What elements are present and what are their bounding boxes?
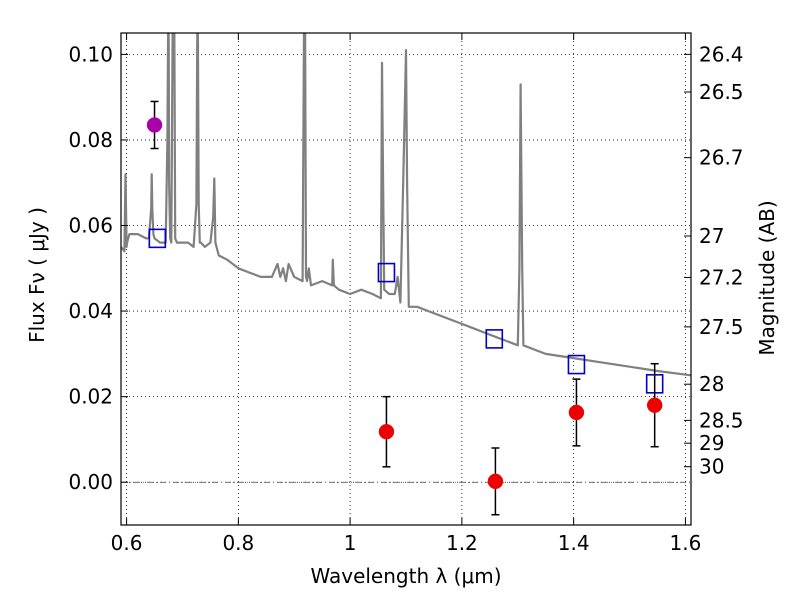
magnitude-tick-label: 28.5 (699, 408, 744, 432)
magnitude-tick-label: 30 (699, 455, 724, 479)
x-tick-label: 1.2 (446, 531, 478, 555)
magnitude-tick-label: 26.4 (699, 42, 744, 66)
x-tick-label: 0.6 (111, 531, 143, 555)
measured-ir-point (568, 404, 585, 421)
measured-f606w-point (146, 117, 163, 133)
synthetic-photometry-square (485, 329, 504, 349)
measured-ir-point (378, 423, 395, 440)
y-tick-label: 0.00 (68, 470, 113, 494)
synthetic-photometry-square (567, 354, 586, 375)
magnitude-tick-label: 27.5 (699, 315, 744, 339)
x-axis-label: Wavelength λ (μm) (310, 564, 501, 588)
axes-frame (120, 32, 692, 526)
x-tick-label: 0.8 (222, 531, 254, 555)
magnitude-tick-label: 26.7 (699, 146, 744, 170)
measured-ir-point (487, 473, 504, 490)
measured-ir-point (646, 397, 663, 413)
x-tick-label: 1.4 (558, 531, 590, 555)
magnitude-tick-label: 27.2 (699, 265, 744, 289)
y-tick-label: 0.10 (68, 42, 113, 66)
magnitude-tick-label: 26.5 (699, 80, 744, 104)
plot-frame (120, 32, 692, 526)
magnitude-axis-label: Magnitude (AB) (755, 200, 779, 355)
magnitude-tick-label: 27 (699, 224, 724, 248)
tick-labels: 0.6 0.8 1 1.2 1.4 1.6 0.00 0.02 0.04 0.06 0.08 0.10… (68, 42, 743, 555)
measured-points-layer (146, 117, 663, 490)
synthetic-photometry-square (377, 262, 396, 283)
magnitude-tick-label: 29 (699, 431, 724, 455)
x-tick-label: 1 (344, 531, 357, 555)
x-tick-label: 1.6 (670, 531, 702, 555)
y-tick-label: 0.02 (68, 385, 113, 409)
model-sed-line (121, 33, 691, 377)
magnitude-tick-label: 28 (699, 372, 724, 396)
y-axis-label: Flux Fν ( μJy ) (25, 207, 49, 343)
model-sed-layer (121, 33, 691, 377)
y-tick-label: 0.08 (68, 128, 113, 152)
synthetic-photometry-square (148, 228, 167, 249)
y-tick-label: 0.04 (68, 299, 113, 323)
y-tick-label: 0.06 (68, 214, 113, 238)
